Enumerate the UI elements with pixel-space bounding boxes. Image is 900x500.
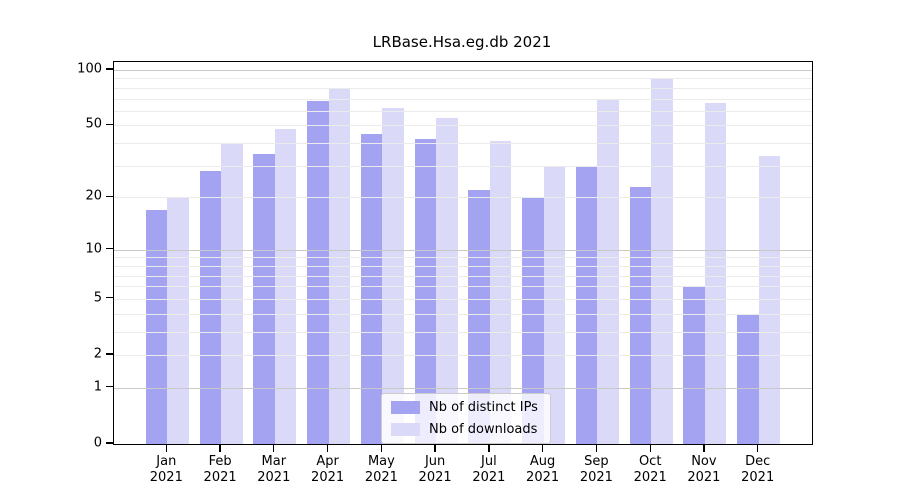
- bar-distinct-ips-apr: [307, 100, 329, 444]
- x-tick-label-feb: Feb 2021: [203, 454, 237, 486]
- y-tick-label-1: 1: [93, 379, 102, 395]
- gridline-1: [114, 387, 812, 389]
- y-tick-label-50: 50: [85, 116, 102, 132]
- gridline-4: [114, 313, 812, 315]
- x-tick-label-may: May 2021: [364, 454, 398, 486]
- gridline-5: [114, 298, 812, 300]
- x-tick-label-jan: Jan 2021: [149, 454, 183, 486]
- gridline-7: [114, 275, 812, 277]
- gridline-20: [114, 197, 812, 199]
- gridline-3: [114, 331, 812, 333]
- gridline-8: [114, 265, 812, 267]
- legend-label-distinct-ips: Nb of distinct IPs: [429, 400, 538, 415]
- y-tick-mark-50: [106, 123, 113, 126]
- x-tick-label-dec: Dec 2021: [741, 454, 775, 486]
- bars-layer: [114, 62, 812, 444]
- gridline-50: [114, 125, 812, 127]
- bar-distinct-ips-jun: [414, 139, 437, 444]
- x-tick-mark-feb: [219, 444, 221, 452]
- y-tick-mark-5: [106, 297, 113, 299]
- x-tick-label-mar: Mar 2021: [257, 454, 291, 486]
- legend-swatch-distinct-ips: [391, 401, 420, 414]
- y-tick-label-5: 5: [93, 290, 102, 306]
- x-tick-label-apr: Apr 2021: [311, 454, 345, 486]
- x-tick-label-oct: Oct 2021: [633, 454, 667, 486]
- x-tick-mark-jan: [165, 444, 167, 452]
- y-tick-label-0: 0: [93, 435, 102, 451]
- x-tick-mark-aug: [541, 444, 544, 452]
- y-tick-mark-1: [106, 386, 113, 388]
- bar-distinct-ips-oct: [629, 186, 652, 444]
- x-tick-mark-dec: [757, 444, 759, 452]
- bar-distinct-ips-jul: [468, 189, 490, 444]
- bar-downloads-aug: [543, 165, 566, 444]
- bar-distinct-ips-feb: [199, 171, 222, 444]
- bar-distinct-ips-aug: [522, 197, 544, 444]
- y-tick-label-20: 20: [85, 188, 102, 204]
- y-tick-mark-10: [106, 248, 113, 250]
- y-tick-label-2: 2: [93, 346, 102, 362]
- gridline-2: [114, 355, 812, 356]
- legend-swatch-downloads: [391, 423, 420, 436]
- plot-area: Nb of distinct IPs Nb of downloads: [113, 61, 813, 445]
- bar-distinct-ips-sep: [575, 165, 598, 444]
- gridline-10: [114, 249, 812, 251]
- bar-distinct-ips-nov: [683, 286, 705, 444]
- legend-item-downloads: Nb of downloads: [391, 422, 538, 437]
- gridline-30: [114, 165, 812, 167]
- gridline-70: [114, 98, 812, 100]
- gridline-60: [114, 110, 812, 112]
- bar-downloads-jul: [489, 141, 512, 444]
- legend-item-distinct-ips: Nb of distinct IPs: [391, 400, 538, 415]
- gridline-6: [114, 286, 812, 288]
- bar-downloads-dec: [758, 155, 781, 444]
- y-tick-mark-0: [106, 442, 113, 444]
- gridlines-layer: [114, 62, 812, 444]
- gridline-80: [114, 87, 812, 89]
- bar-downloads-nov: [704, 103, 727, 444]
- x-tick-label-jun: Jun 2021: [418, 454, 452, 486]
- gridline-100: [114, 70, 812, 71]
- bar-downloads-jun: [436, 117, 458, 444]
- x-tick-mark-nov: [703, 444, 705, 452]
- legend-label-downloads: Nb of downloads: [429, 422, 538, 437]
- gridline-9: [114, 257, 812, 259]
- x-tick-label-sep: Sep 2021: [579, 454, 613, 486]
- x-tick-mark-oct: [649, 444, 651, 452]
- y-tick-mark-20: [106, 195, 113, 197]
- x-tick-label-nov: Nov 2021: [687, 454, 721, 486]
- bar-distinct-ips-dec: [737, 313, 759, 444]
- gridline-90: [114, 78, 812, 80]
- x-tick-mark-sep: [595, 444, 598, 452]
- x-tick-label-jul: Jul 2021: [472, 454, 506, 486]
- legend: Nb of distinct IPs Nb of downloads: [381, 393, 551, 444]
- x-tick-label-aug: Aug 2021: [526, 454, 560, 486]
- x-tick-mark-mar: [273, 444, 275, 452]
- chart-title: LRBase.Hsa.eg.db 2021: [372, 33, 552, 51]
- bar-downloads-oct: [651, 78, 673, 444]
- y-tick-label-100: 100: [77, 61, 102, 77]
- bar-distinct-ips-may: [360, 133, 383, 444]
- bar-distinct-ips-jan: [145, 209, 168, 444]
- y-tick-label-10: 10: [85, 241, 102, 257]
- x-tick-mark-jul: [488, 444, 490, 452]
- gridline-40: [114, 143, 812, 145]
- bar-downloads-jan: [167, 197, 189, 444]
- bar-downloads-feb: [221, 143, 243, 444]
- y-tick-mark-100: [106, 68, 113, 70]
- bar-downloads-sep: [597, 98, 619, 444]
- x-tick-mark-apr: [326, 444, 329, 452]
- x-tick-mark-may: [380, 444, 383, 452]
- x-tick-mark-jun: [434, 444, 436, 452]
- y-tick-mark-2: [106, 353, 113, 355]
